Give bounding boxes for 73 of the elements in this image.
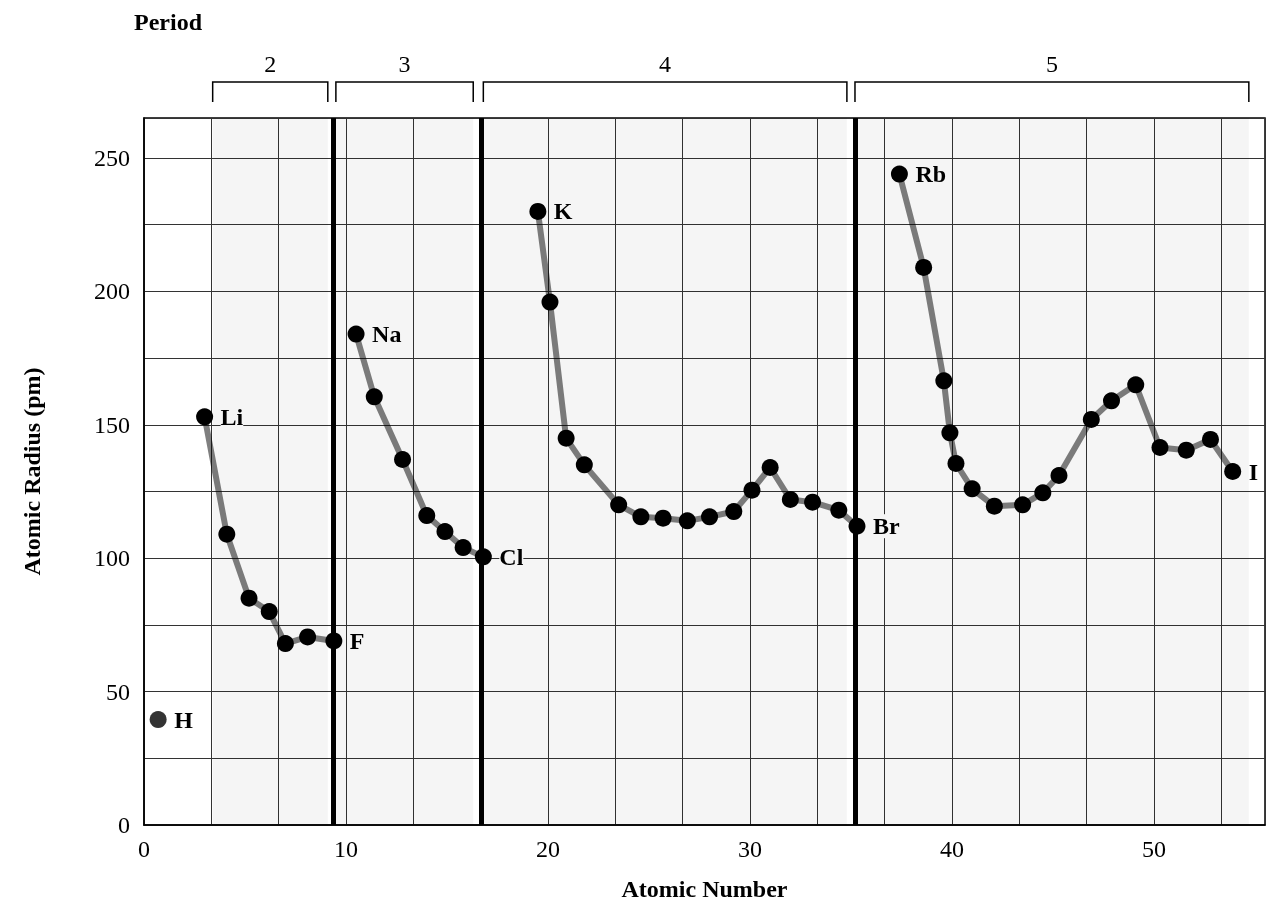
point — [347, 325, 365, 343]
point — [218, 525, 236, 543]
y-tick-label: 0 — [118, 812, 130, 838]
point — [149, 711, 167, 729]
point — [701, 508, 719, 526]
x-tick-label: 0 — [138, 836, 150, 862]
point — [529, 202, 547, 220]
x-axis-title: Atomic Number — [621, 876, 788, 902]
point — [1103, 392, 1120, 410]
y-tick-label: 250 — [94, 145, 130, 172]
point — [240, 589, 258, 607]
point — [890, 165, 908, 183]
point — [963, 480, 981, 498]
point — [678, 512, 696, 530]
y-tick-label: 100 — [94, 545, 130, 572]
point — [1177, 441, 1195, 459]
point — [394, 451, 412, 468]
x-tick-label: 50 — [1141, 836, 1166, 862]
point — [1082, 410, 1100, 428]
point — [276, 635, 294, 653]
point — [196, 408, 214, 426]
point — [418, 507, 436, 525]
point — [781, 491, 799, 509]
point — [743, 481, 761, 499]
x-tick-label: 40 — [939, 836, 964, 862]
point — [804, 493, 822, 511]
annotation: Na — [372, 321, 402, 348]
point — [830, 501, 848, 519]
y-axis-title: Atomic Radius (pm) — [19, 367, 45, 576]
point — [1224, 463, 1242, 480]
point — [725, 503, 743, 521]
annotation: Cl — [499, 543, 524, 570]
y-tick-label: 200 — [94, 278, 130, 305]
x-tick-label: 30 — [737, 836, 762, 862]
point — [935, 372, 953, 390]
annotation: K — [553, 198, 573, 225]
annotation: I — [1248, 458, 1259, 485]
point — [1034, 484, 1052, 502]
point — [654, 509, 672, 527]
point — [575, 456, 593, 474]
annotation: Br — [873, 513, 900, 540]
band-label: 5 — [1045, 51, 1058, 77]
point — [915, 258, 933, 276]
point — [299, 628, 317, 646]
point — [541, 293, 559, 311]
y-tick-label: 50 — [106, 678, 130, 705]
point — [1201, 430, 1219, 448]
point — [365, 388, 383, 406]
band-label: 3 — [398, 51, 411, 77]
x-tick-label: 10 — [333, 836, 358, 862]
band-label: 2 — [264, 51, 277, 77]
annotation: H — [174, 706, 194, 733]
point — [632, 508, 650, 526]
annotation: Rb — [915, 161, 947, 188]
point — [761, 459, 779, 476]
band-label: 4 — [659, 51, 672, 77]
point — [436, 523, 454, 541]
x-tick-label: 20 — [535, 836, 560, 862]
point — [610, 496, 628, 514]
point — [260, 603, 278, 621]
point — [1050, 467, 1068, 484]
annotation: F — [349, 627, 365, 654]
y-tick-label: 150 — [94, 411, 130, 438]
point — [1127, 376, 1145, 394]
point — [1014, 496, 1032, 514]
point — [557, 429, 575, 447]
annotation: Li — [220, 403, 244, 430]
point — [1151, 438, 1169, 456]
point — [454, 539, 472, 557]
point — [941, 424, 959, 442]
text: Period — [134, 9, 203, 35]
point — [947, 455, 965, 472]
point — [985, 497, 1003, 515]
